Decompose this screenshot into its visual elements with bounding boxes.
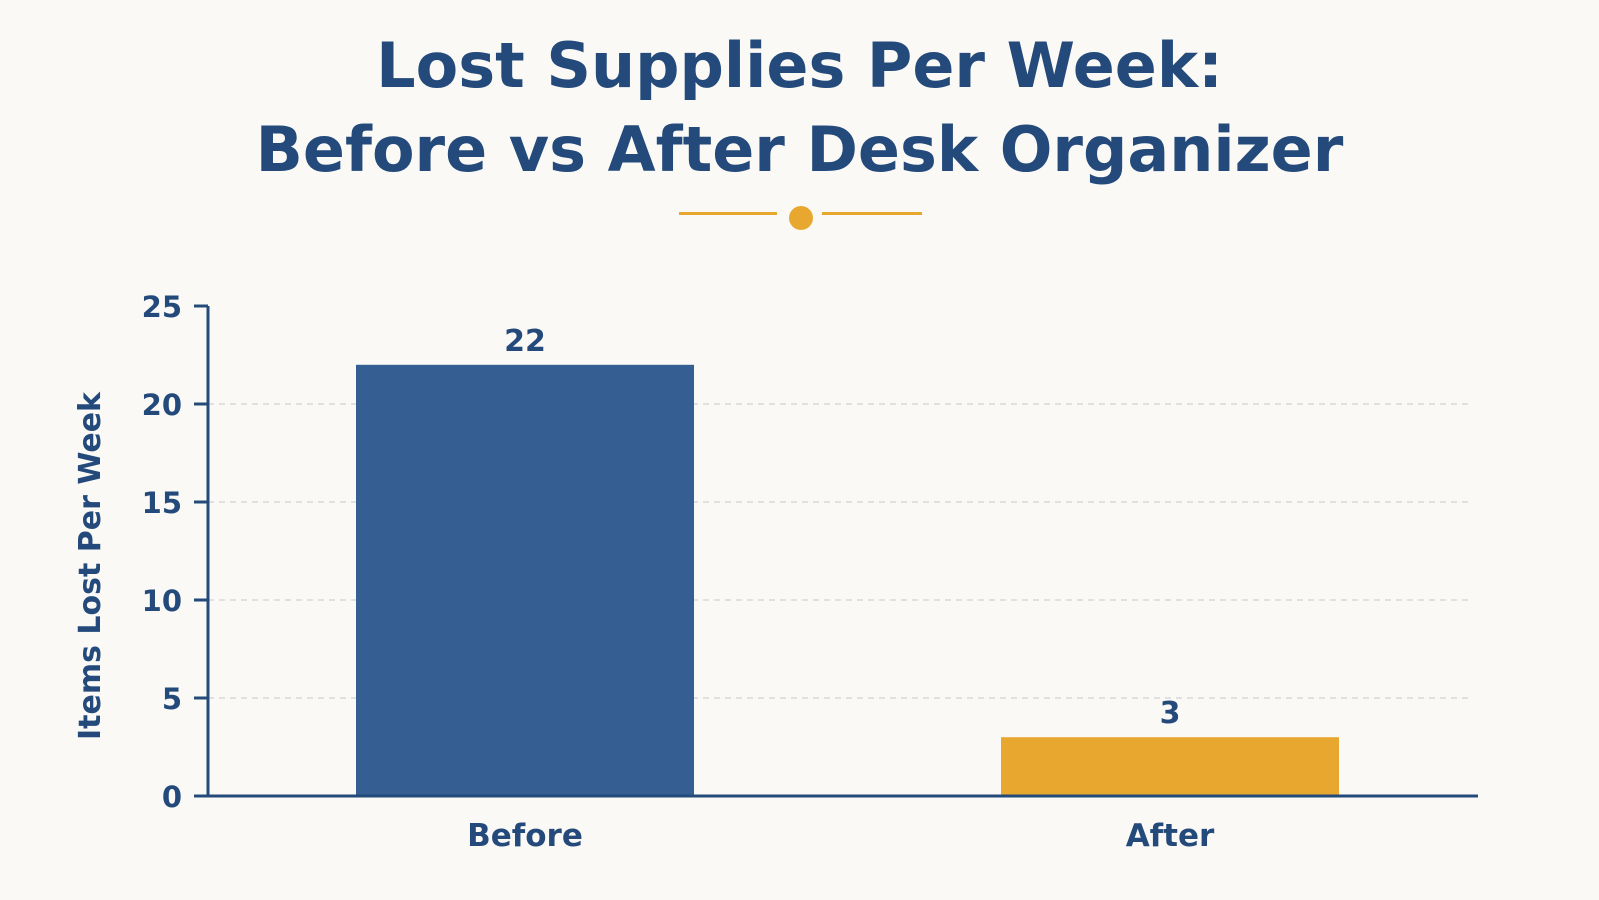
- data-label-before: 22: [504, 324, 546, 359]
- title-divider-dot: [789, 206, 813, 230]
- y-tick-label-10: 10: [142, 584, 182, 618]
- x-tick-label-after: After: [1126, 818, 1215, 854]
- bar-before: [356, 364, 694, 796]
- title-divider-right: [822, 212, 922, 215]
- y-tick-label-5: 5: [162, 682, 182, 716]
- y-tick-label-0: 0: [162, 780, 182, 814]
- y-tick-label-25: 25: [142, 290, 182, 324]
- x-tick-label-before: Before: [467, 818, 583, 854]
- chart-title-line-2: Before vs After Desk Organizer: [255, 113, 1344, 186]
- title-divider-left: [679, 212, 777, 215]
- bar-after: [1001, 737, 1339, 796]
- y-axis-label: Items Lost Per Week: [73, 391, 108, 740]
- data-label-after: 3: [1160, 696, 1181, 731]
- chart-title-line-1: Lost Supplies Per Week:: [376, 29, 1223, 102]
- y-tick-label-15: 15: [142, 486, 182, 520]
- y-tick-label-20: 20: [142, 388, 182, 422]
